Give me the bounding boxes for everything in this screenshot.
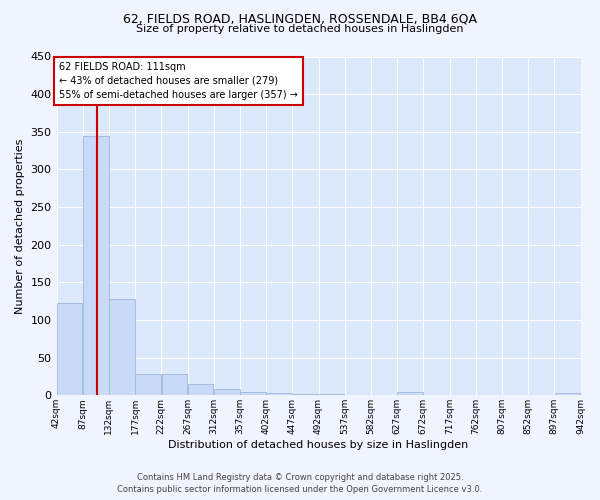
X-axis label: Distribution of detached houses by size in Haslingden: Distribution of detached houses by size …: [169, 440, 469, 450]
Bar: [161, 374, 187, 396]
Bar: [83, 136, 109, 396]
Bar: [319, 394, 344, 396]
Text: Contains HM Land Registry data © Crown copyright and database right 2025.
Contai: Contains HM Land Registry data © Crown c…: [118, 472, 482, 494]
Bar: [554, 393, 580, 396]
Bar: [57, 302, 82, 396]
Y-axis label: Number of detached properties: Number of detached properties: [15, 138, 25, 314]
Bar: [109, 299, 135, 396]
Bar: [188, 384, 214, 396]
Bar: [266, 393, 292, 396]
Bar: [136, 374, 161, 396]
Text: 62, FIELDS ROAD, HASLINGDEN, ROSSENDALE, BB4 6QA: 62, FIELDS ROAD, HASLINGDEN, ROSSENDALE,…: [123, 12, 477, 26]
Text: Size of property relative to detached houses in Haslingden: Size of property relative to detached ho…: [136, 24, 464, 34]
Bar: [397, 392, 423, 396]
Bar: [293, 394, 318, 396]
Bar: [214, 388, 239, 396]
Text: 62 FIELDS ROAD: 111sqm
← 43% of detached houses are smaller (279)
55% of semi-de: 62 FIELDS ROAD: 111sqm ← 43% of detached…: [59, 62, 298, 100]
Bar: [240, 392, 266, 396]
